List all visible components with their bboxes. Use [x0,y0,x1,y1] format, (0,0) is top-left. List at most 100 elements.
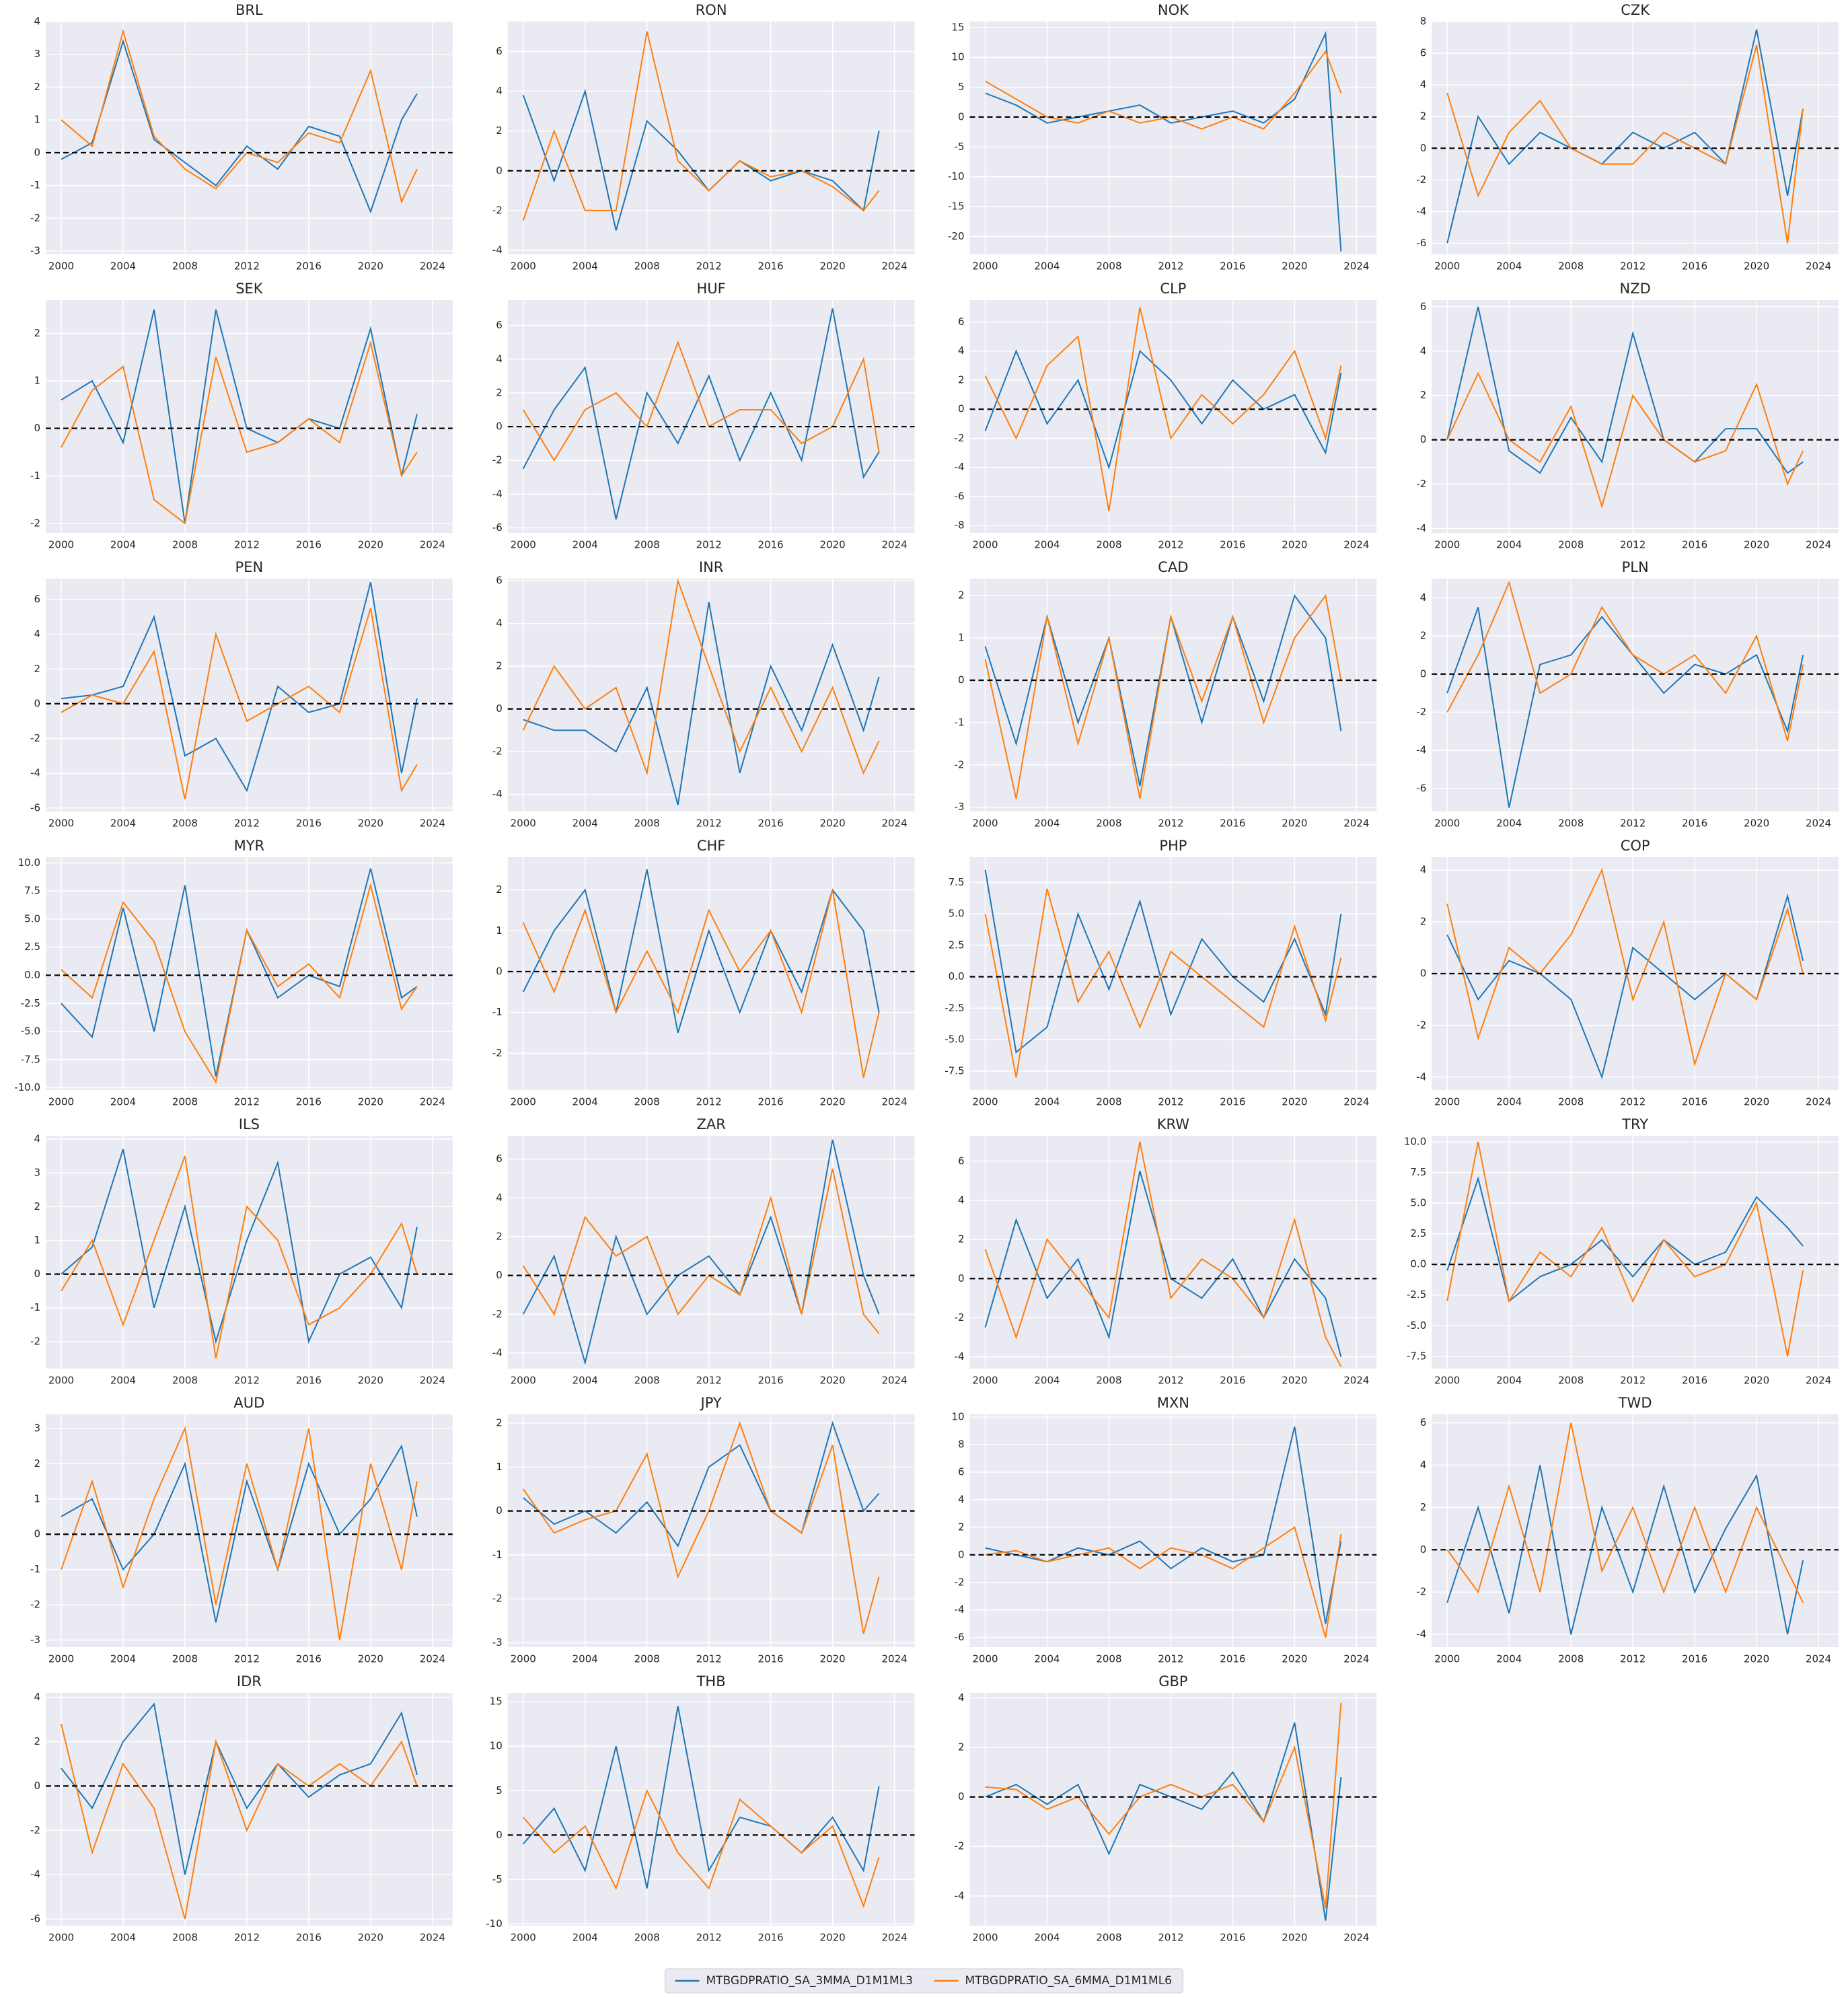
series-line [61,38,418,214]
series-line [61,1702,418,1875]
y-tick-label: -2.5 [945,1002,964,1014]
subplot: -2 -1 0 1 2 2000 2004 2008 2012 2016 2020 2024 SEK [30,281,453,551]
subplot: -7.5 -5.0 -2.5 0.0 2.5 5.0 7.5 10.0 2000 2004 2008… [1404,1116,1839,1387]
x-tick-label: 2004 [572,1375,598,1387]
plot-background [1432,579,1839,811]
series-line [61,608,418,800]
subplot: -4 -2 0 2 4 6 2000 2004 2008 2012 2016 2020 2024 ZAR [492,1116,915,1387]
x-tick-label: 2004 [1496,1653,1522,1665]
x-tick-label: 2024 [420,260,445,273]
y-tick-label: 4 [958,344,965,357]
y-tick-label: 5.0 [1410,1197,1426,1209]
x-tick-label: 2020 [358,1932,383,1944]
x-tick-label: 2016 [296,260,322,273]
x-tick-label: 2016 [296,1096,322,1108]
series-line [984,593,1342,799]
chart-title: PLN [1622,559,1649,575]
y-tick-label: 0 [958,403,965,415]
x-tick-label: 2016 [1220,1096,1245,1108]
y-tick-label: -4 [492,1346,503,1358]
y-tick-label: 10.0 [18,857,40,869]
x-tick-label: 2012 [1620,539,1646,551]
y-tick-label: 8 [958,1439,965,1451]
series-line [61,1444,418,1623]
y-tick-label: 6 [496,575,503,587]
y-tick-label: -1 [30,470,40,482]
y-tick-label: -2 [955,432,965,444]
x-tick-label: 2024 [882,818,908,830]
x-tick-label: 2020 [1744,1096,1769,1108]
series-line [985,30,1342,252]
x-tick-label: 2012 [1620,1653,1646,1665]
x-tick-label: 2004 [110,1932,136,1944]
series-line [985,1702,1342,1909]
series-line [1446,868,1804,1067]
plot-background [507,22,915,254]
subplot: -10 -5 0 5 10 15 2000 2004 2008 2012 2016 2020 2024 T… [486,1673,915,1944]
y-tick-label: 5.0 [24,912,40,924]
x-tick-label: 2004 [572,818,598,830]
y-tick-label: 1 [34,1234,40,1246]
x-tick-label: 2020 [358,260,383,273]
x-tick-label: 2008 [172,818,198,830]
plot-background [969,1414,1377,1647]
x-tick-label: 2008 [634,1375,660,1387]
x-tick-label: 2000 [972,1375,998,1387]
x-tick-label: 2024 [420,1932,445,1944]
x-tick-label: 2004 [572,1653,598,1665]
x-tick-label: 2016 [758,1932,784,1944]
y-tick-label: 0 [1420,433,1427,445]
y-tick-label: -2 [492,1047,503,1059]
series-line [984,869,1342,1054]
x-tick-label: 2020 [1744,818,1769,830]
y-tick-label: 4 [34,1133,40,1145]
x-tick-label: 2016 [1682,539,1707,551]
y-tick-label: -6 [955,490,965,502]
y-tick-label: -15 [948,201,965,213]
x-tick-label: 2000 [48,1653,74,1665]
x-tick-label: 2012 [1620,818,1646,830]
x-tick-label: 2012 [1158,1375,1183,1387]
x-tick-label: 2008 [1096,818,1121,830]
y-tick-label: 1 [496,1461,503,1473]
plot-background [507,857,915,1090]
x-tick-label: 2008 [172,1932,198,1944]
x-tick-label: 2000 [972,539,998,551]
subplot: -3 -2 -1 0 1 2 3 4 2000 2004 2008 2012 2016 2020 2024 B… [30,2,453,273]
series-line [61,1426,418,1640]
x-tick-label: 2004 [1034,260,1060,273]
x-tick-label: 2020 [358,1653,383,1665]
plot-background [46,22,453,254]
y-tick-label: -1 [955,716,965,728]
x-tick-label: 2008 [1096,539,1121,551]
subplot: -4 -2 0 2 4 2000 2004 2008 2012 2016 2020 2024 COP [1416,838,1839,1108]
plot-background [507,1414,915,1647]
y-tick-label: -1 [30,1301,40,1313]
x-tick-label: 2012 [696,1932,722,1944]
x-tick-label: 2004 [572,1096,598,1108]
subplot: -6 -4 -2 0 2 4 6 2000 2004 2008 2012 2016 2020 2024 PE… [30,559,453,830]
chart-title: CLP [1160,281,1186,297]
y-tick-label: 4 [496,1192,503,1204]
x-tick-label: 2012 [696,260,722,273]
subplot: -4 -2 0 2 4 6 2000 2004 2008 2012 2016 2020 2024 RON [492,2,915,273]
x-tick-label: 2008 [634,1096,660,1108]
x-tick-label: 2020 [1744,1653,1769,1665]
subplot: -6 -4 -2 0 2 4 2000 2004 2008 2012 2016 2020 2024 IDR [30,1673,453,1944]
y-tick-label: -2 [30,732,40,744]
x-tick-label: 2020 [820,1375,846,1387]
y-tick-label: 5.0 [949,908,965,920]
x-tick-label: 2024 [1343,1932,1369,1944]
y-tick-label: 0 [496,1829,503,1841]
subplot: -2 -1 0 1 2 2000 2004 2008 2012 2016 2020 2024 CHF [492,838,915,1108]
y-tick-label: 2 [34,1200,40,1212]
y-tick-label: -4 [955,461,965,473]
series-line [523,602,880,805]
x-tick-label: 2020 [358,1096,383,1108]
y-tick-label: 4 [496,353,503,365]
y-tick-label: 2 [958,589,965,602]
x-tick-label: 2012 [696,539,722,551]
x-tick-label: 2020 [820,539,846,551]
series-line [61,340,418,525]
x-tick-label: 2004 [1034,1375,1060,1387]
